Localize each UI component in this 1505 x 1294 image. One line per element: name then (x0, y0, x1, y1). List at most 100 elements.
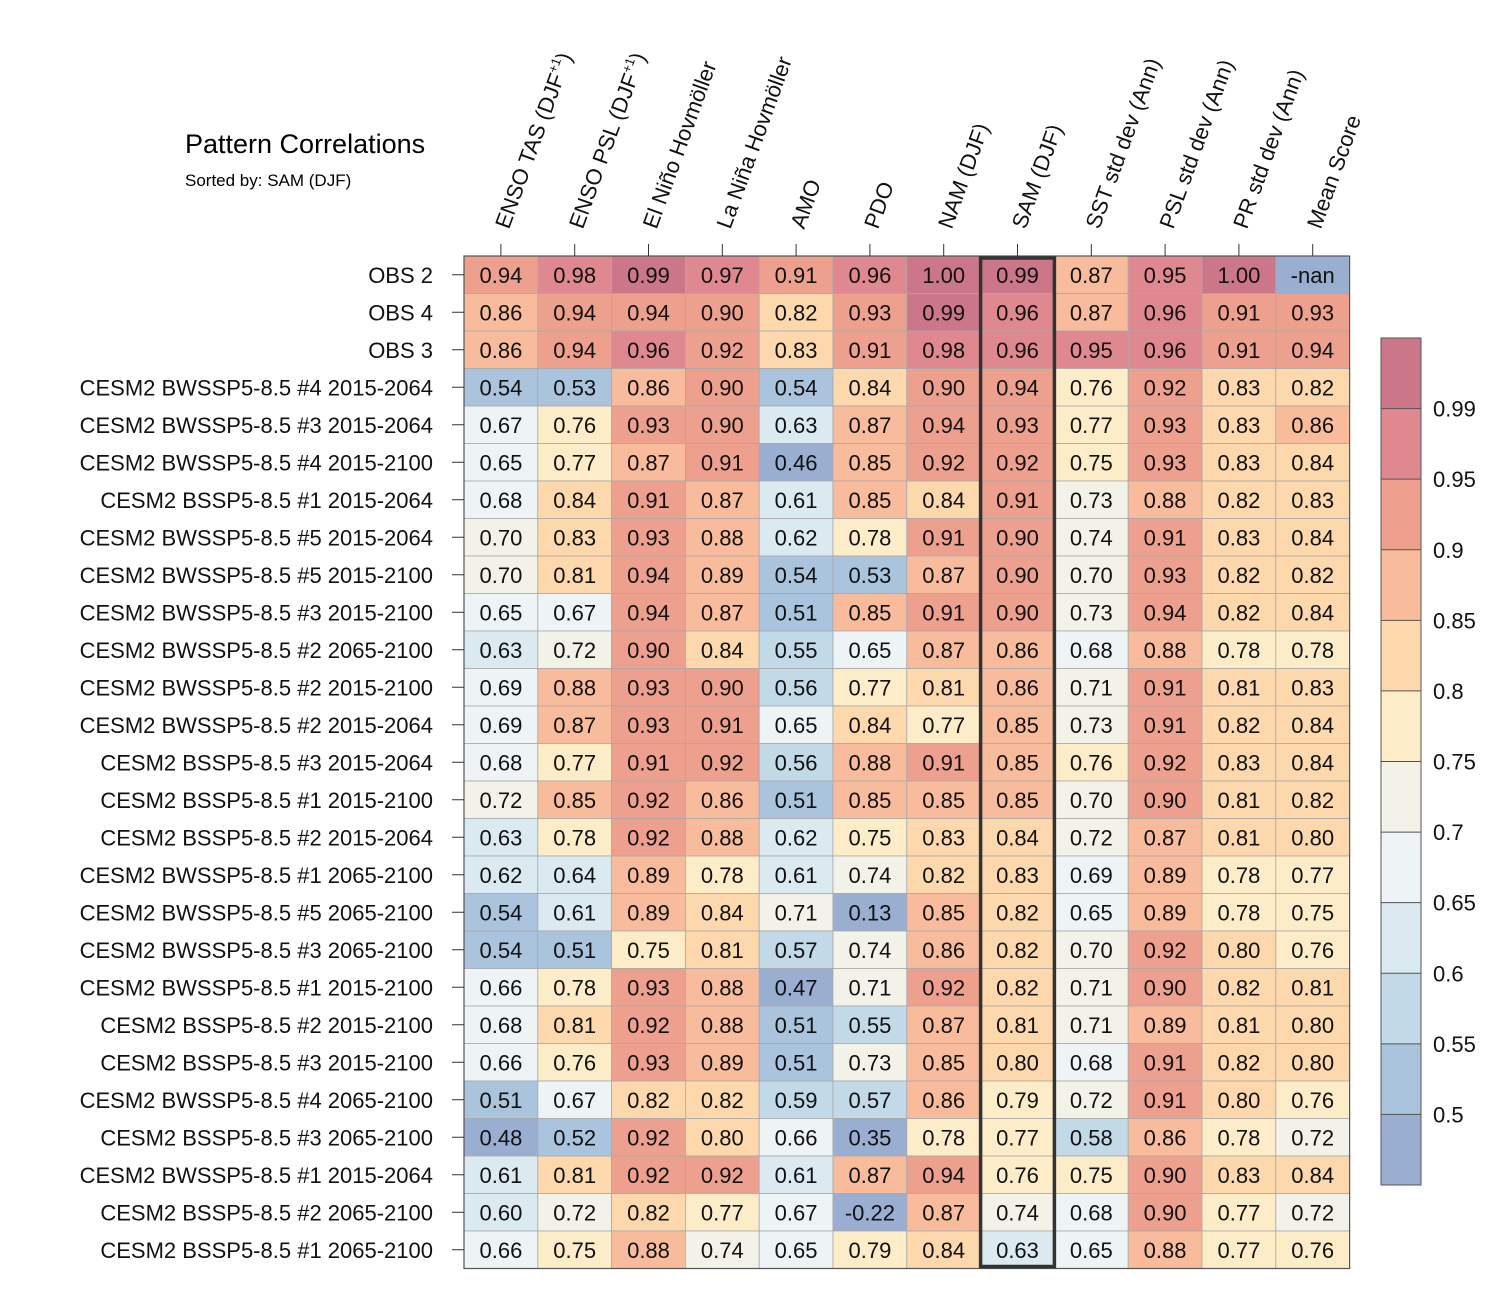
cell-value-label: 0.75 (1291, 900, 1334, 925)
cell-value-label: 0.76 (553, 1050, 596, 1075)
heatmap-cell (611, 1193, 686, 1232)
cell-value-label: 0.93 (1291, 300, 1334, 325)
heatmap-cell (1275, 1118, 1351, 1157)
heatmap-cell (537, 630, 612, 669)
row-label: CESM2 BSSP5-8.5 #2 2015-2064 (100, 825, 433, 850)
cell-value-label: 0.88 (1144, 1238, 1187, 1263)
cell-value-label: 0.95 (1070, 338, 1113, 363)
heatmap-cell (1127, 893, 1203, 932)
cell-value-label: 0.90 (1144, 1163, 1187, 1188)
cell-value-label: 0.63 (775, 413, 818, 438)
cell-value-label: 0.86 (1291, 413, 1334, 438)
cell-value-label: 0.93 (1144, 413, 1187, 438)
colorbar-segment (1381, 479, 1421, 550)
cell-value-label: 0.99 (627, 263, 670, 288)
cell-value-label: 0.82 (627, 1088, 670, 1113)
cell-value-label: 0.92 (627, 1125, 670, 1150)
cell-value-label: 0.85 (996, 713, 1039, 738)
heatmap-cell (1201, 780, 1277, 819)
cell-value-label: 0.84 (1291, 1163, 1334, 1188)
column-label: AMO (785, 176, 826, 232)
cell-value-label: 0.71 (848, 975, 891, 1000)
cell-value-label: 0.82 (922, 863, 965, 888)
cell-value-label: 0.71 (1070, 1013, 1113, 1038)
cell-value-label: 0.82 (701, 1088, 744, 1113)
cell-value-label: 0.87 (848, 413, 891, 438)
row-label: CESM2 BWSSP5-8.5 #2 2065-2100 (80, 638, 433, 663)
cell-value-label: 0.82 (627, 1200, 670, 1225)
heatmap-cell (906, 555, 981, 594)
heatmap-cell (463, 818, 539, 857)
cell-value-label: 0.90 (701, 675, 744, 700)
cell-value-label: 0.67 (553, 1088, 596, 1113)
cell-value-label: 0.48 (479, 1125, 522, 1150)
cell-value-label: 0.90 (1144, 788, 1187, 813)
cell-value-label: 0.65 (1070, 1238, 1113, 1263)
cell-value-label: 0.64 (553, 863, 596, 888)
row-label: OBS 2 (368, 263, 433, 288)
cell-value-label: 0.54 (479, 900, 522, 925)
cell-value-label: 0.72 (479, 788, 522, 813)
column-label: ENSO PSL (DJF+1) (563, 49, 651, 232)
heatmap-cell (1201, 743, 1277, 782)
cell-value-label: 0.93 (627, 675, 670, 700)
highlighted-column-outline (978, 256, 1057, 1269)
cell-value-label: 0.90 (996, 600, 1039, 625)
heatmap-cell (832, 668, 908, 707)
heatmap-cell (832, 443, 908, 482)
cell-value-label: 0.83 (1217, 1163, 1260, 1188)
colorbar-tick-label: 0.8 (1433, 679, 1464, 704)
cell-value-label: 0.93 (627, 525, 670, 550)
colorbar: 0.99 0.95 0.9 0.85 0.8 0.75 0.7 0.65 0.6 0.55 0.5 (1380, 337, 1476, 1186)
cell-value-label: 0.86 (922, 1088, 965, 1113)
heatmap-cell (832, 968, 908, 1007)
heatmap-cell (685, 705, 760, 744)
cell-value-label: 0.83 (1217, 750, 1260, 775)
row-label: CESM2 BSSP5-8.5 #2 2065-2100 (100, 1200, 433, 1225)
column-label: SST std dev (Ann) (1081, 55, 1166, 232)
cell-value-label: 0.84 (1291, 713, 1334, 738)
cell-value-label: 0.78 (1217, 638, 1260, 663)
cell-value-label: 0.69 (1070, 863, 1113, 888)
row-label: CESM2 BSSP5-8.5 #3 2065-2100 (100, 1125, 433, 1150)
cell-value-label: 0.91 (701, 713, 744, 738)
heatmap-cell (611, 405, 686, 444)
heatmap-cell (1201, 1080, 1277, 1119)
cell-value-label: 0.86 (1144, 1125, 1187, 1150)
colorbar-tick-label: 0.65 (1433, 891, 1476, 916)
cell-value-label: 0.72 (1291, 1200, 1334, 1225)
row-label: CESM2 BWSSP5-8.5 #5 2065-2100 (80, 900, 433, 925)
heatmap-cell (463, 368, 539, 407)
heatmap-cell (832, 1230, 908, 1269)
heatmap-cell (906, 630, 981, 669)
cell-value-label: 0.94 (479, 263, 522, 288)
heatmap-cell (1127, 255, 1203, 294)
cell-value-label: 0.57 (775, 938, 818, 963)
cell-value-label: 0.99 (996, 263, 1039, 288)
cell-value-label: 0.61 (479, 1163, 522, 1188)
cell-value-label: 0.80 (1291, 1013, 1334, 1038)
cell-value-label: 0.93 (848, 300, 891, 325)
cell-value-label: -0.22 (845, 1200, 895, 1225)
heatmap-cell (832, 405, 908, 444)
cell-value-label: 0.54 (775, 375, 818, 400)
cell-value-label: 1.00 (1217, 263, 1260, 288)
cell-value-label: 0.74 (1070, 525, 1113, 550)
cell-value-label: 0.70 (1070, 563, 1113, 588)
cell-value-label: 0.82 (1291, 788, 1334, 813)
heatmap-cell (980, 1155, 1055, 1194)
cell-value-label: 0.55 (848, 1013, 891, 1038)
heatmap-cell (1127, 1118, 1203, 1157)
cell-value-label: 0.87 (922, 563, 965, 588)
heatmap-cell (906, 1005, 981, 1044)
heatmap-cell (832, 630, 908, 669)
cell-value-label: 0.52 (553, 1125, 596, 1150)
cell-value-label: 0.86 (701, 788, 744, 813)
heatmap-cell (1275, 1005, 1351, 1044)
heatmap-cell (611, 555, 686, 594)
heatmap-cell (685, 1080, 760, 1119)
cell-value-label: 0.65 (775, 713, 818, 738)
cell-value-label: 0.73 (848, 1050, 891, 1075)
cell-value-label: 0.77 (1217, 1238, 1260, 1263)
heatmap-cell (1054, 930, 1129, 969)
